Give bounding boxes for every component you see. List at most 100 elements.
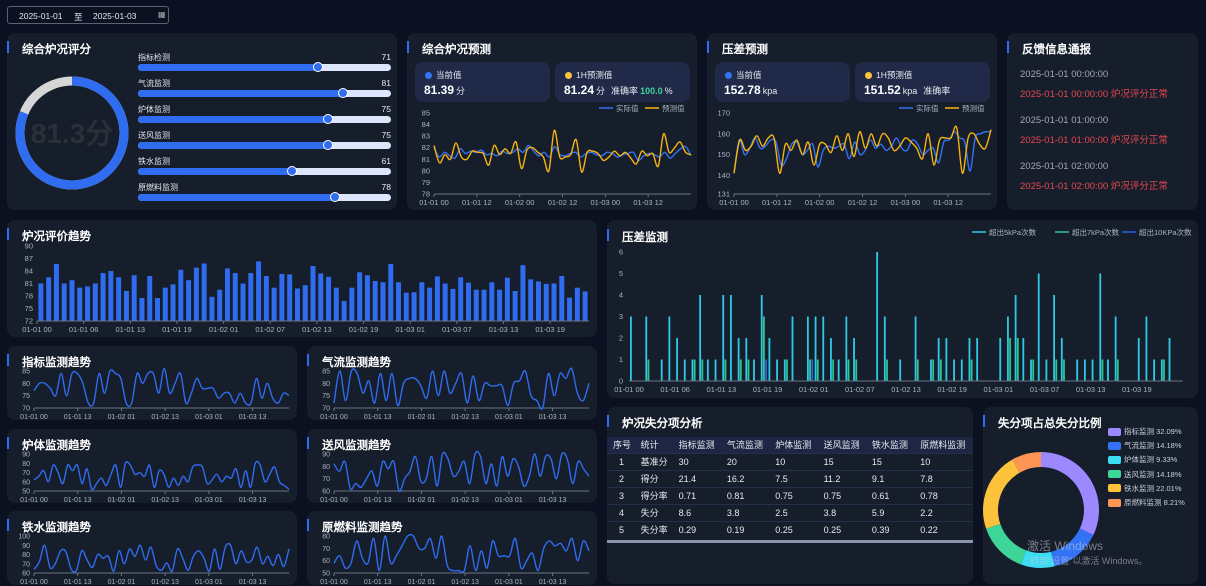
- bar-0: [914, 316, 917, 381]
- legend-actual-label: 实际值: [616, 103, 639, 113]
- x-tick-label: 01-01 00: [614, 385, 644, 394]
- legend-item[interactable]: 铁水监测 22.01%: [1108, 483, 1182, 494]
- panel-title: 综合炉况评分: [7, 41, 91, 57]
- feedback-message[interactable]: 2025-01-01 00:00:00 炉况评分正常: [1020, 89, 1168, 100]
- bar-0: [722, 295, 725, 381]
- score-item-label: 炉体监测: [138, 105, 170, 114]
- start-date[interactable]: 2025-01-01: [19, 11, 63, 21]
- trend-line: [33, 542, 290, 573]
- table-cell: 基准分: [634, 452, 673, 470]
- y-tick-label: 78: [25, 292, 33, 301]
- score-slider[interactable]: [138, 114, 391, 124]
- score-slider-handle[interactable]: [287, 166, 298, 176]
- table-cell: 10: [769, 452, 818, 470]
- score-slider-fill: [138, 90, 343, 97]
- bar: [53, 263, 59, 321]
- x-tick-label: 01-03 13: [489, 325, 519, 334]
- bar: [310, 266, 316, 321]
- bar: [535, 281, 541, 321]
- table-cell: 7.8: [914, 469, 973, 487]
- bar-0: [945, 338, 948, 381]
- date-range-picker[interactable]: 2025-01-01 至 2025-01-03 ▦: [7, 6, 169, 24]
- legend-item[interactable]: 炉体监测 9.33%: [1108, 454, 1177, 465]
- accuracy-label: 准确率: [923, 86, 951, 96]
- unit: 分: [456, 86, 466, 96]
- bar-2: [811, 359, 814, 381]
- panel-title: 送风监测趋势: [307, 436, 391, 453]
- legend-item[interactable]: 指标监测 32.09%: [1108, 426, 1182, 437]
- bar-1: [816, 359, 819, 381]
- score-item-label: 原燃料监测: [138, 183, 178, 192]
- x-tick-label: 01-02 01: [108, 497, 136, 503]
- current-value-card: 当前值 81.39 分: [415, 62, 550, 102]
- score-slider[interactable]: [138, 166, 391, 176]
- score-slider-handle[interactable]: [330, 192, 341, 202]
- prediction-value: 151.52: [864, 83, 901, 97]
- score-slider[interactable]: [138, 140, 391, 150]
- y-tick-label: 100: [18, 534, 30, 541]
- bar-1: [939, 359, 942, 381]
- bar: [294, 288, 300, 321]
- yellow-dot-icon: [865, 71, 872, 79]
- y-tick-label: 75: [22, 393, 30, 400]
- bar: [574, 287, 580, 321]
- score-item: 铁水监测 61: [138, 156, 391, 178]
- bar-0: [1007, 316, 1009, 381]
- pressure-monitor-bar-chart: 0 1 2 3 4 5 6 超出5kPa次数 超出7kPa次数 超出10KPa次数 01-01 00…: [614, 227, 1192, 394]
- table-cell: 5.9: [865, 503, 915, 521]
- legend-item[interactable]: 送风监测 14.18%: [1108, 469, 1182, 480]
- y-tick-label: 60: [22, 479, 30, 486]
- score-slider[interactable]: [138, 62, 391, 72]
- table-cell: 2.5: [769, 503, 818, 521]
- bar: [69, 280, 75, 321]
- bar-0: [806, 316, 809, 381]
- score-slider-handle[interactable]: [337, 88, 348, 98]
- panel-title: 反馈信息通报: [1007, 41, 1091, 57]
- legend-item[interactable]: 气流监测 14.18%: [1108, 440, 1182, 451]
- table-cell: 3.8: [720, 503, 770, 521]
- panel-title: 炉况评价趋势: [7, 228, 91, 244]
- score-slider[interactable]: [138, 88, 391, 98]
- score-slider[interactable]: [138, 192, 391, 202]
- feedback-message[interactable]: 2025-01-01 02:00:00 炉况评分正常: [1020, 181, 1168, 192]
- feedback-message[interactable]: 2025-01-01 01:00:00 炉况评分正常: [1020, 135, 1168, 146]
- score-slider-handle[interactable]: [322, 140, 333, 150]
- legend-swatch: [1108, 427, 1121, 436]
- accuracy-label: 准确率: [611, 86, 639, 96]
- y-tick-label: 60: [322, 488, 330, 495]
- score-slider-handle[interactable]: [322, 114, 333, 124]
- x-tick-label: 01-02 00: [505, 198, 535, 207]
- bar: [466, 282, 471, 321]
- x-tick-label: 01-02 12: [848, 198, 878, 207]
- bar: [341, 301, 347, 321]
- table-cell: 2: [607, 469, 635, 487]
- end-date[interactable]: 2025-01-03: [93, 11, 137, 21]
- y-tick-label: 90: [322, 451, 330, 458]
- current-value-card: 当前值 152.78 kpa: [715, 62, 850, 102]
- bar-0: [1091, 359, 1094, 381]
- bar-0: [783, 359, 786, 381]
- score-slider-handle[interactable]: [312, 62, 323, 72]
- y-tick-label: 50: [322, 571, 330, 578]
- calendar-icon[interactable]: ▦: [158, 10, 166, 19]
- y-tick-label: 70: [22, 561, 30, 568]
- bar: [279, 273, 285, 321]
- bar-1: [916, 359, 919, 381]
- bar-0: [1045, 359, 1048, 381]
- bar-0: [1153, 359, 1156, 381]
- unit: kpa: [762, 86, 778, 96]
- score-slider-fill: [138, 142, 328, 149]
- x-tick-label: 01-03 00: [891, 198, 921, 207]
- bar: [364, 275, 370, 321]
- table-scrollbar[interactable]: [607, 540, 973, 543]
- y-tick-label: 170: [717, 109, 730, 118]
- legend-item[interactable]: 原燃料监测 8.21%: [1108, 497, 1185, 508]
- yellow-dot-icon: [565, 71, 572, 79]
- bar-1: [647, 359, 650, 381]
- table-cell: 16.2: [720, 469, 770, 487]
- bar-0: [745, 338, 748, 381]
- bar: [240, 283, 246, 321]
- y-tick-label: 80: [322, 463, 330, 470]
- donut-slice: [1021, 550, 1055, 568]
- column-header: 指标监测: [672, 437, 721, 453]
